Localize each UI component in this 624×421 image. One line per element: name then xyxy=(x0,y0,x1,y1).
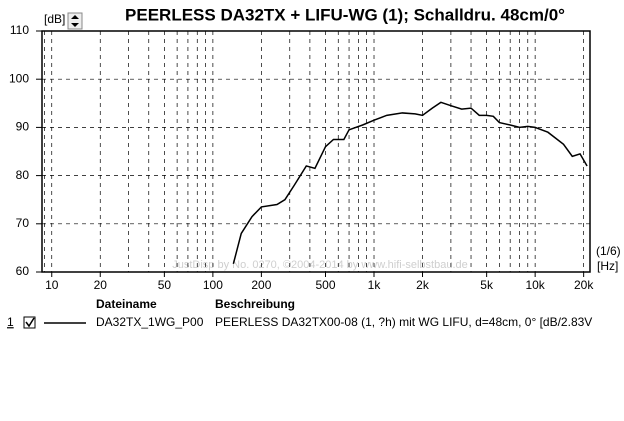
spinner[interactable] xyxy=(67,12,83,30)
y-tick-label: 90 xyxy=(16,120,30,134)
x-tick-label: 2k xyxy=(416,278,430,292)
y-axis-label: [dB] xyxy=(44,12,65,26)
x-tick-label: 10k xyxy=(525,278,545,292)
legend-description: PEERLESS DA32TX00-08 (1, ?h) mit WG LIFU… xyxy=(215,315,592,329)
checkbox[interactable] xyxy=(23,316,36,329)
series-line xyxy=(232,101,588,264)
legend-header: Beschreibung xyxy=(215,297,295,311)
y-tick-label: 70 xyxy=(16,216,30,230)
x-axis-label: [Hz] xyxy=(597,259,618,273)
y-tick-label: 80 xyxy=(16,168,30,182)
legend-header: Dateiname xyxy=(96,297,157,311)
legend-index: 1 xyxy=(7,315,14,329)
x-tick-label: 20 xyxy=(94,278,108,292)
x-tick-label: 100 xyxy=(203,278,223,292)
plot-frame xyxy=(41,30,591,273)
x-tick-label: 200 xyxy=(251,278,271,292)
watermark: JustDisp by No. 0270, ©2004-2014 by www.… xyxy=(172,259,468,271)
chart-title: PEERLESS DA32TX + LIFU-WG (1); Schalldru… xyxy=(125,5,565,24)
x-resolution: (1/6) xyxy=(596,244,621,258)
x-tick-label: 50 xyxy=(158,278,172,292)
legend-name: DA32TX_1WG_P00 xyxy=(96,315,204,329)
y-tick-label: 100 xyxy=(9,71,29,85)
y-tick-label: 110 xyxy=(10,23,29,37)
x-tick-label: 5k xyxy=(480,278,494,292)
y-tick-label: 60 xyxy=(16,264,30,278)
legend: Dateiname Beschreibung 1 DA32TX_1WG_P00 … xyxy=(7,297,592,329)
x-tick-label: 10 xyxy=(45,278,59,292)
x-tick-label: 500 xyxy=(315,278,335,292)
x-tick-label: 1k xyxy=(368,278,382,292)
x-tick-label: 20k xyxy=(574,278,594,292)
